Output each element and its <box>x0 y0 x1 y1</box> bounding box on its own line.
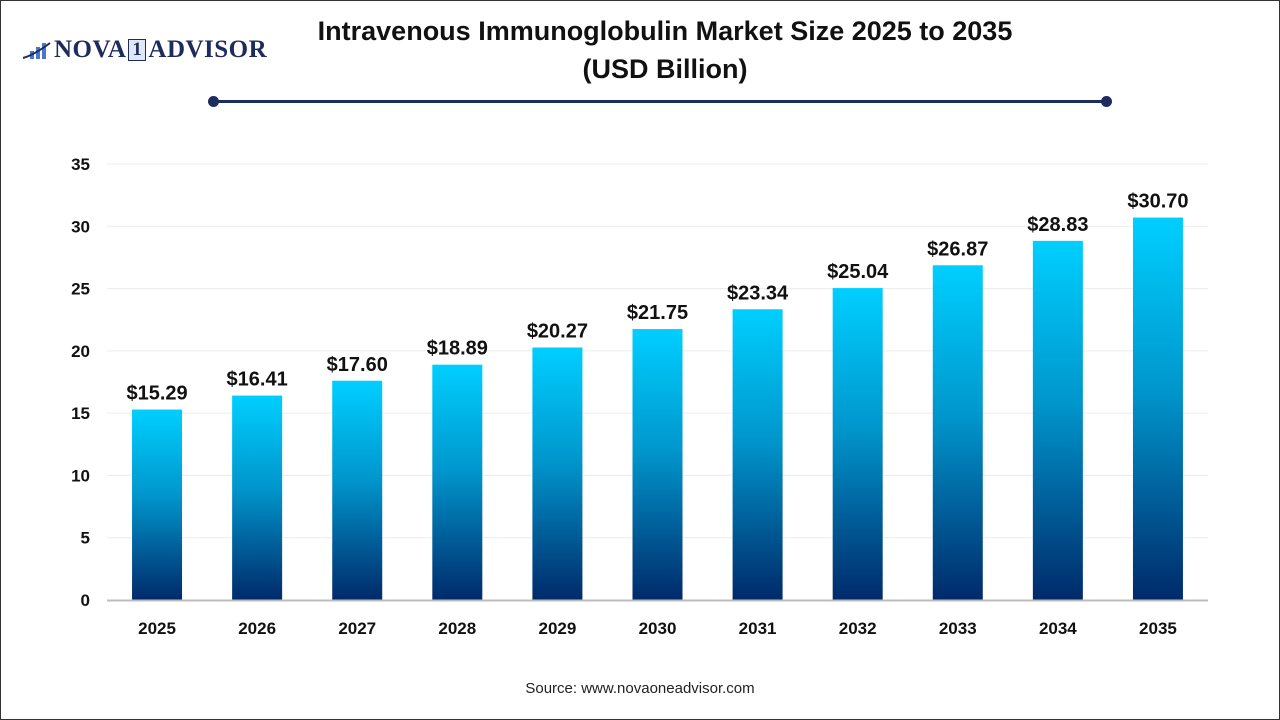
data-label: $16.41 <box>227 369 288 391</box>
divider-dot-left <box>208 96 219 107</box>
x-tick-label: 2025 <box>138 619 176 638</box>
bar-2034 <box>1032 240 1083 600</box>
data-label: $23.34 <box>727 282 789 304</box>
bar-2031 <box>732 309 783 600</box>
chart-title-text: Intravenous Immunoglobulin Market Size 2… <box>317 16 1013 46</box>
x-tick-label: 2034 <box>1039 619 1077 638</box>
chart-title: Intravenous Immunoglobulin Market Size 2… <box>300 12 1030 88</box>
data-label: $17.60 <box>327 354 388 376</box>
title-divider <box>213 100 1107 103</box>
x-tick-label: 2033 <box>939 619 977 638</box>
y-tick-label: 35 <box>71 155 90 174</box>
logo-text-one: 1 <box>128 39 147 61</box>
y-tick-label: 20 <box>71 342 90 361</box>
y-tick-label: 0 <box>81 591 90 610</box>
source-note: Source: www.novaoneadvisor.com <box>525 680 755 697</box>
bar-2035 <box>1132 217 1183 600</box>
bar-2032 <box>832 288 883 600</box>
bar-2030 <box>632 329 683 600</box>
y-tick-label: 30 <box>71 217 90 236</box>
chart-subtitle: (USD Billion) <box>582 54 748 84</box>
bar-2027 <box>332 380 383 600</box>
bar-2033 <box>932 265 983 600</box>
y-tick-label: 15 <box>71 404 90 423</box>
data-label: $21.75 <box>627 302 688 324</box>
x-tick-label: 2026 <box>238 619 276 638</box>
x-tick-label: 2030 <box>639 619 677 638</box>
x-tick-label: 2029 <box>538 619 576 638</box>
data-label: $30.70 <box>1127 191 1188 213</box>
data-label: $26.87 <box>927 238 988 260</box>
nova-advisor-logo: NOVA 1 ADVISOR <box>22 36 267 64</box>
bar-2025 <box>132 409 183 600</box>
data-label: $28.83 <box>1027 214 1088 236</box>
x-tick-label: 2028 <box>438 619 476 638</box>
x-tick-label: 2027 <box>338 619 376 638</box>
x-tick-label: 2035 <box>1139 619 1177 638</box>
data-label: $20.27 <box>527 320 588 342</box>
data-label: $15.29 <box>126 383 187 405</box>
y-tick-label: 25 <box>71 280 90 299</box>
logo-text-advisor: ADVISOR <box>148 36 268 63</box>
y-tick-label: 10 <box>71 466 90 485</box>
bar-2029 <box>532 347 583 600</box>
bar-2028 <box>432 364 483 600</box>
bar-2026 <box>232 395 283 600</box>
bar-chart-logo-icon <box>22 42 51 59</box>
data-label: $25.04 <box>827 261 889 283</box>
y-tick-label: 5 <box>81 529 90 548</box>
data-label: $18.89 <box>427 338 488 360</box>
logo-text-nova: NOVA <box>54 36 127 63</box>
divider-dot-right <box>1101 96 1112 107</box>
x-tick-label: 2031 <box>739 619 777 638</box>
x-tick-label: 2032 <box>839 619 877 638</box>
